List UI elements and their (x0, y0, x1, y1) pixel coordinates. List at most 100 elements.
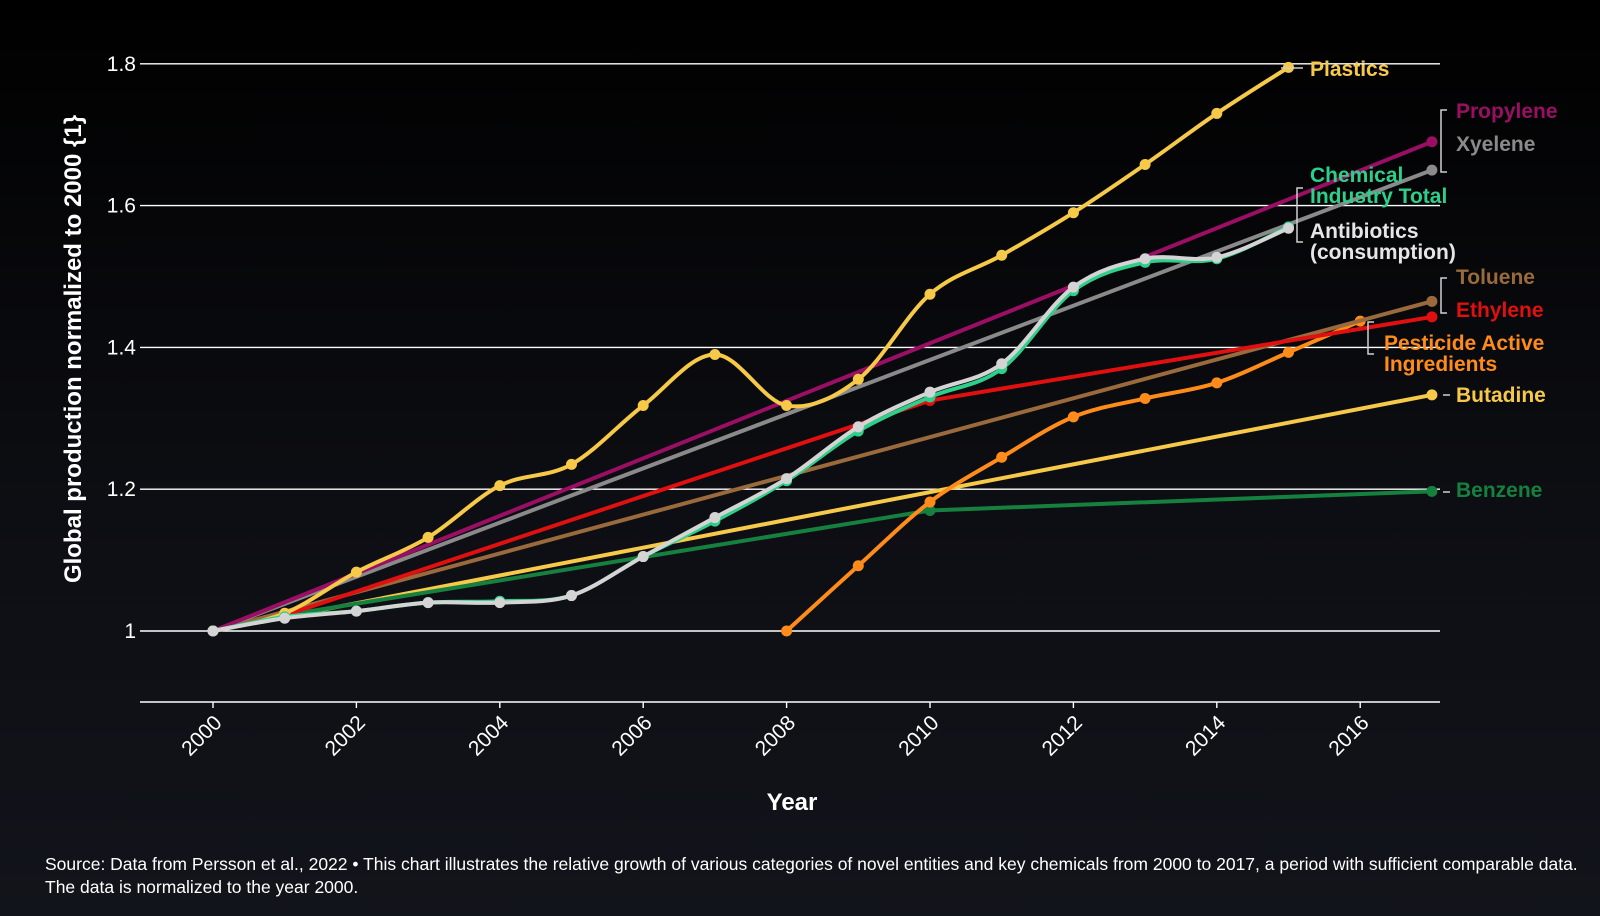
label-text: Ingredients (1384, 353, 1497, 376)
point-plastics (996, 249, 1008, 261)
series-lines (207, 61, 1438, 637)
point-plastics (494, 480, 506, 492)
y-axis-title: Global production normalized to 2000 {1} (60, 115, 87, 583)
label-plastics: Plastics (1281, 58, 1389, 81)
point-antibiotics-consumption (1211, 251, 1223, 263)
point-antibiotics-consumption (1283, 222, 1294, 234)
line-pesticide-active-ingredients (784, 319, 1363, 633)
point-pesticide-active-ingredients (1283, 346, 1294, 358)
point-antibiotics-consumption (279, 612, 291, 624)
label-antibiotics-consumption: Antibiotics(consumption) (1310, 220, 1456, 264)
label-xyelene: Xyelene (1456, 133, 1535, 156)
point-antibiotics-consumption (996, 358, 1008, 370)
line-butadine (211, 392, 1434, 633)
point-pesticide-active-ingredients (781, 625, 793, 637)
label-text: Propylene (1456, 100, 1558, 123)
point-antibiotics-consumption (1067, 281, 1079, 293)
point-toluene (1426, 295, 1438, 307)
point-plastics (852, 373, 864, 385)
label-toluene: Toluene (1440, 266, 1535, 314)
point-benzene (924, 504, 936, 516)
y-tick-label: 1.4 (107, 336, 137, 359)
y-axis-ticks: 1 1.2 1.4 1.6 1.8 (107, 53, 137, 643)
point-pesticide-active-ingredients (996, 451, 1008, 463)
line-propylene (211, 139, 1434, 633)
point-plastics (1067, 207, 1079, 219)
series-ethylene (207, 311, 1438, 637)
label-text: Industry Total (1310, 185, 1447, 208)
point-antibiotics-consumption (207, 625, 219, 637)
label-text: Ethylene (1456, 299, 1544, 322)
x-tick-label: 2002 (321, 711, 370, 760)
point-plastics (637, 400, 649, 412)
point-ethylene (1426, 311, 1438, 323)
label-text: Antibiotics (1310, 220, 1419, 243)
y-tick-label: 1.8 (107, 53, 136, 76)
label-text: (consumption) (1310, 241, 1456, 264)
point-pesticide-active-ingredients (924, 496, 936, 508)
point-antibiotics-consumption (566, 590, 577, 602)
x-tick-label: 2016 (1324, 711, 1373, 760)
point-butadine (1426, 389, 1438, 401)
label-butadine: Butadine (1443, 384, 1546, 407)
series-pesticide-active-ingredients (781, 315, 1366, 637)
point-plastics (924, 288, 936, 300)
label-bracket (1440, 277, 1447, 314)
label-text: Toluene (1456, 266, 1535, 289)
point-antibiotics-consumption (852, 421, 864, 433)
grid-lines (140, 63, 1440, 632)
point-plastics (709, 348, 721, 360)
point-antibiotics-consumption (1139, 253, 1151, 265)
point-pesticide-active-ingredients (852, 560, 864, 572)
label-bracket (1440, 109, 1447, 173)
point-benzene (1426, 485, 1438, 497)
label-bracket (1367, 321, 1374, 355)
x-tick-label: 2010 (894, 711, 943, 760)
point-plastics (422, 531, 434, 543)
series-labels: Plastics Propylene Xyelene ChemicalIndustry… (1281, 58, 1558, 502)
x-axis-title: Year (767, 789, 818, 816)
point-pesticide-active-ingredients (1211, 377, 1223, 389)
label-propylene: Propylene (1440, 100, 1558, 173)
point-plastics (1139, 158, 1151, 170)
point-plastics (781, 400, 793, 412)
y-tick-label: 1 (124, 620, 136, 643)
point-antibiotics-consumption (709, 512, 721, 524)
point-plastics (1211, 107, 1223, 119)
x-tick-label: 2012 (1038, 711, 1087, 760)
point-propylene (1426, 136, 1438, 148)
point-antibiotics-consumption (637, 551, 649, 563)
label-benzene: Benzene (1443, 479, 1542, 502)
point-xyelene (1426, 164, 1438, 176)
line-toluene (211, 299, 1434, 633)
y-tick-label: 1.6 (107, 195, 136, 218)
point-pesticide-active-ingredients (1067, 411, 1079, 423)
line-chart: 11.21.41.61.8 2000 2002 2004 2006 2008 2010 20… (60, 53, 1558, 816)
label-text: Xyelene (1456, 133, 1535, 156)
point-antibiotics-consumption (781, 473, 793, 485)
y-tick-label: 1.2 (107, 478, 136, 501)
label-ethylene: Ethylene (1456, 299, 1544, 322)
label-text: Benzene (1456, 479, 1542, 502)
label-text: Plastics (1310, 58, 1389, 81)
point-antibiotics-consumption (924, 386, 936, 398)
label-bracket (1296, 187, 1303, 243)
point-antibiotics-consumption (350, 605, 362, 617)
point-antibiotics-consumption (494, 597, 506, 609)
point-pesticide-active-ingredients (1139, 392, 1151, 404)
label-text: Pesticide Active (1384, 332, 1544, 355)
point-antibiotics-consumption (422, 597, 434, 609)
x-tick-label: 2014 (1181, 711, 1231, 761)
x-tick-label: 2000 (177, 711, 226, 760)
point-plastics (350, 566, 362, 578)
label-text: Chemical (1310, 164, 1403, 187)
x-axis-ticks: 2000 2002 2004 2006 2008 2010 2012 2014 2016 (177, 702, 1374, 761)
line-plastics (211, 65, 1291, 633)
line-ethylene (211, 314, 1434, 633)
x-tick-label: 2006 (607, 711, 656, 760)
source-note: Source: Data from Persson et al., 2022 •… (45, 854, 1578, 897)
point-plastics (566, 458, 577, 470)
label-text: Butadine (1456, 384, 1546, 407)
